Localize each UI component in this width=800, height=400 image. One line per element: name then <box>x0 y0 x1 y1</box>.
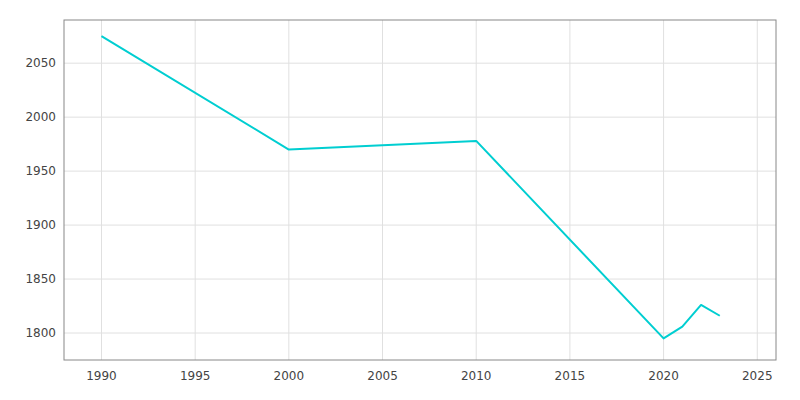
x-tick-label: 2010 <box>461 369 492 383</box>
chart-svg: 1990 1995 2000 2005 2010 2015 2020 2025 1800 1850… <box>0 0 800 400</box>
y-grid-line <box>64 333 776 334</box>
y-tick-label: 1800 <box>25 326 56 340</box>
x-grid-line <box>663 20 664 360</box>
x-grid-line <box>757 20 758 360</box>
x-tick-label: 1990 <box>86 369 117 383</box>
x-tick-label: 1995 <box>180 369 211 383</box>
y-tick-label: 1900 <box>25 218 56 232</box>
x-tick-label: 2025 <box>742 369 773 383</box>
x-grid-line <box>382 20 383 360</box>
y-tick-label: 2050 <box>25 56 56 70</box>
x-grid-line <box>569 20 570 360</box>
data-line <box>101 36 719 338</box>
x-grid-line <box>101 20 102 360</box>
chart-container: 1990 1995 2000 2005 2010 2015 2020 2025 1800 1850… <box>0 0 800 400</box>
y-grid-line <box>64 117 776 118</box>
y-grid-line <box>64 279 776 280</box>
y-grid-line <box>64 225 776 226</box>
x-tick-label: 2020 <box>648 369 679 383</box>
y-grid-line <box>64 171 776 172</box>
y-tick-label: 2000 <box>25 110 56 124</box>
x-grid-line <box>476 20 477 360</box>
y-tick-label: 1950 <box>25 164 56 178</box>
y-grid-line <box>64 63 776 64</box>
x-tick-label: 2005 <box>367 369 398 383</box>
data-layer <box>101 36 719 338</box>
plot-frame <box>64 20 776 360</box>
y-tick-label: 1850 <box>25 272 56 286</box>
grid <box>64 20 776 360</box>
x-grid-line <box>195 20 196 360</box>
x-grid-line <box>288 20 289 360</box>
x-tick-label: 2000 <box>274 369 305 383</box>
x-tick-label: 2015 <box>555 369 586 383</box>
